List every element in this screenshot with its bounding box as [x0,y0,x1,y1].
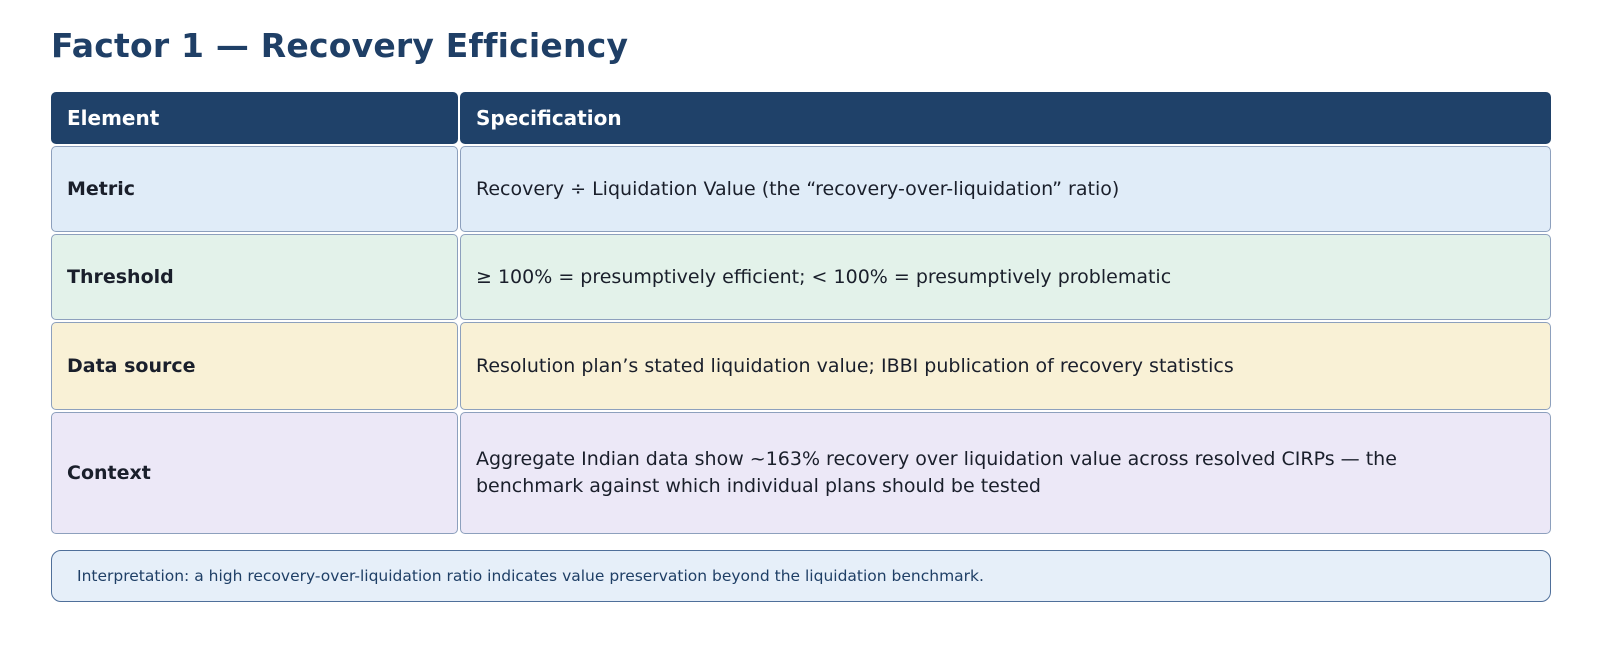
column-header-specification: Specification [460,92,1551,144]
table-row-context: Context Aggregate Indian data show ~163%… [51,412,1551,534]
row-label: Data source [51,322,458,410]
table-header-row: Element Specification [51,92,1551,144]
row-label: Threshold [51,234,458,320]
table-row-data-source: Data source Resolution plan’s stated liq… [51,322,1551,410]
row-specification: Recovery ÷ Liquidation Value (the “recov… [460,146,1551,232]
interpretation-note: Interpretation: a high recovery-over-liq… [51,550,1551,602]
row-label: Metric [51,146,458,232]
column-header-element: Element [51,92,458,144]
table-row-threshold: Threshold ≥ 100% = presumptively efficie… [51,234,1551,320]
page-title: Factor 1 — Recovery Efficiency [51,26,629,65]
factor-table: Element Specification Metric Recovery ÷ … [51,92,1551,536]
row-specification: Aggregate Indian data show ~163% recover… [460,412,1551,534]
row-specification: ≥ 100% = presumptively efficient; < 100%… [460,234,1551,320]
row-label: Context [51,412,458,534]
table-row-metric: Metric Recovery ÷ Liquidation Value (the… [51,146,1551,232]
row-specification: Resolution plan’s stated liquidation val… [460,322,1551,410]
